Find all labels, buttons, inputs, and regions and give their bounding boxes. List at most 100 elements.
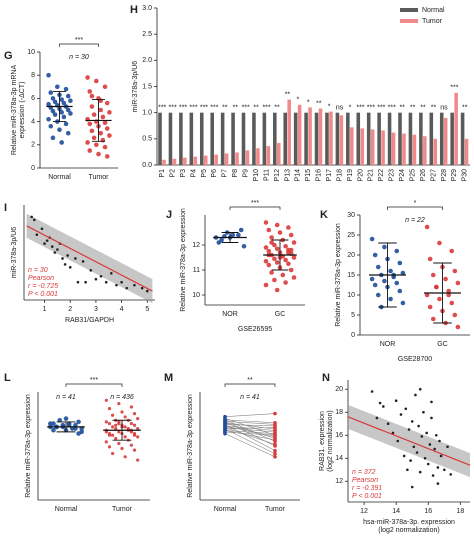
data-point — [443, 276, 448, 282]
significance-label: ** — [247, 377, 253, 384]
data-point — [68, 111, 73, 116]
bar — [360, 128, 365, 165]
y-tick-label: 10 — [27, 49, 35, 56]
data-point — [412, 445, 416, 449]
data-point — [370, 390, 374, 393]
data-point — [415, 451, 419, 454]
y-tick-label: 12 — [335, 478, 343, 485]
fit-line — [26, 225, 153, 292]
panel-letter: K — [320, 209, 328, 221]
significance-label: * — [296, 97, 299, 104]
data-point — [100, 114, 106, 120]
data-point — [241, 243, 247, 249]
legend-label: Tumor — [422, 18, 443, 25]
data-point — [89, 269, 93, 272]
x-tick-label: NOR — [222, 311, 238, 318]
data-point — [102, 84, 108, 90]
significance-label: * — [349, 105, 352, 112]
significance-label: ** — [222, 105, 228, 112]
y-tick-label: 2.0 — [142, 57, 152, 64]
bar — [350, 127, 354, 165]
data-point — [117, 421, 121, 426]
x-tick-label: P4 — [190, 169, 197, 178]
data-point — [91, 135, 97, 141]
x-tick-label: 14 — [392, 508, 400, 515]
data-point — [85, 75, 90, 80]
data-point — [87, 148, 93, 153]
data-point — [132, 423, 137, 427]
significance-label: *** — [242, 105, 250, 112]
bar — [203, 155, 208, 165]
y-tick-label: 20 — [347, 252, 355, 259]
data-point — [446, 288, 451, 294]
significance-label: ** — [462, 105, 468, 112]
data-point — [430, 416, 433, 420]
data-point — [123, 425, 127, 429]
x-tick-label: P28 — [441, 169, 448, 182]
data-point — [87, 89, 93, 94]
y-axis-title-line: (log2 normalization) — [327, 410, 334, 471]
data-point — [269, 270, 274, 275]
data-point — [426, 462, 430, 466]
data-point — [140, 286, 144, 290]
data-point — [66, 254, 69, 257]
significance-label: *** — [169, 105, 177, 112]
data-point — [449, 473, 453, 476]
x-tick-label: P9 — [243, 169, 250, 178]
x-tick-label: P29 — [451, 169, 458, 182]
data-point — [125, 286, 129, 290]
x-tick-label: P3 — [180, 169, 187, 178]
data-point — [55, 84, 60, 90]
data-point — [400, 300, 406, 306]
data-point — [430, 400, 433, 404]
data-point — [434, 284, 439, 290]
pair-line — [224, 427, 276, 430]
x-tick-label: P26 — [420, 169, 427, 182]
bar — [398, 112, 402, 165]
data-point — [394, 399, 398, 403]
x-tick-label: Normal — [214, 506, 237, 513]
data-point — [114, 426, 118, 431]
bar — [429, 112, 434, 165]
data-point — [273, 425, 277, 430]
data-point — [433, 447, 436, 451]
data-point — [418, 470, 422, 474]
significance-label: *** — [90, 377, 98, 384]
data-point — [424, 224, 430, 230]
data-point — [436, 482, 440, 485]
legend-swatch — [400, 8, 418, 12]
data-point — [50, 108, 56, 114]
panel-letter: M — [164, 372, 173, 384]
x-tick-label: P1 — [159, 169, 166, 178]
x-tick-label: 16 — [424, 508, 432, 515]
data-point — [263, 245, 269, 250]
data-point — [269, 235, 274, 240]
data-point — [283, 257, 288, 263]
data-point — [410, 485, 414, 489]
data-point — [422, 410, 425, 414]
data-point — [115, 283, 118, 287]
bar — [168, 112, 173, 165]
panel-letter: L — [4, 372, 11, 384]
data-point — [428, 443, 432, 446]
bar — [183, 157, 187, 165]
data-point — [53, 251, 57, 254]
significance-label: *** — [75, 37, 83, 44]
data-point — [114, 436, 118, 441]
data-point — [107, 433, 112, 437]
x-axis-title: GSE28700 — [398, 356, 432, 363]
y-tick-label: 1.5 — [142, 83, 152, 90]
y-axis-title: miR-378a-3p/U6 — [132, 61, 139, 112]
bar — [162, 159, 166, 165]
significance-label: *** — [158, 105, 166, 112]
x-tick-label: P2 — [169, 169, 176, 178]
pair-line — [224, 431, 276, 436]
y-axis-title-line: Relative miR-378a-3p expression — [25, 394, 32, 498]
data-point — [404, 407, 408, 411]
data-point — [263, 282, 269, 288]
data-point — [378, 401, 382, 405]
data-point — [434, 433, 438, 437]
significance-label: ** — [420, 105, 426, 112]
significance-label: * — [328, 103, 331, 110]
significance-label: ** — [274, 105, 280, 112]
